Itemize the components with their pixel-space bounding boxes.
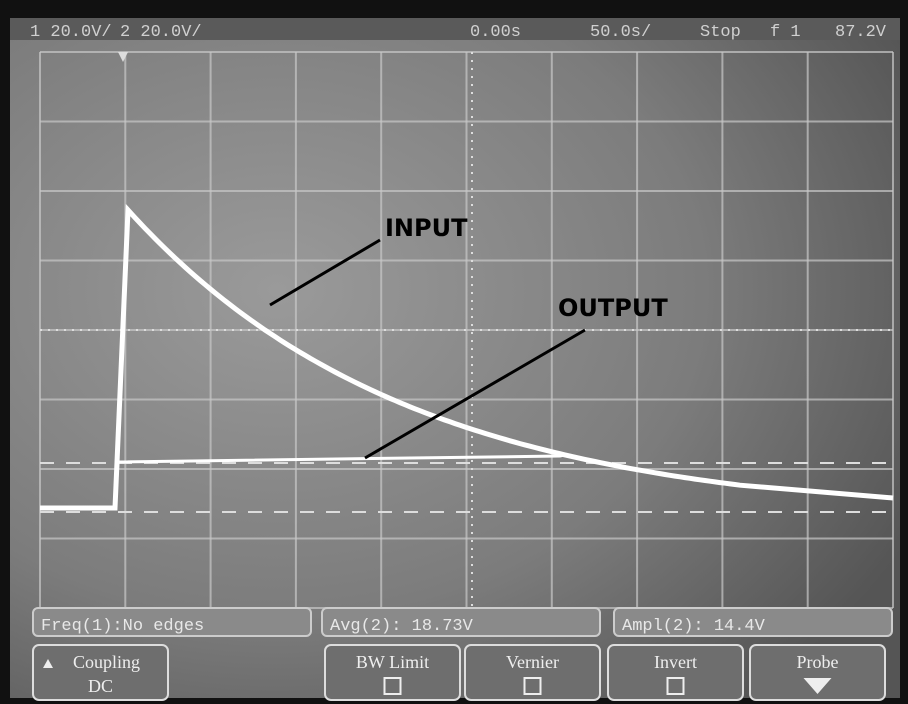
trigger-marker [118, 52, 128, 62]
measurement-box [321, 607, 601, 637]
trigger: f 1 [770, 23, 801, 42]
softkey-label: Vernier [506, 652, 559, 672]
timebase: 50.0s/ [590, 23, 651, 42]
status-bar [10, 18, 900, 40]
measurement-box [613, 607, 893, 637]
softkey-label: BW Limit [356, 652, 429, 672]
softkey[interactable] [464, 644, 601, 701]
measurement: Ampl(2): 14.4V [622, 617, 766, 636]
trigger-level: 87.2V [835, 23, 887, 42]
softkey[interactable] [324, 644, 461, 701]
checkbox [383, 677, 402, 695]
checkbox [666, 677, 685, 695]
input-label: INPUT [385, 214, 468, 242]
output-label: OUTPUT [558, 294, 668, 322]
softkey-value: DC [88, 676, 113, 696]
softkey[interactable] [32, 644, 169, 701]
measurement: Avg(2): 18.73V [330, 617, 474, 636]
run-state: Stop [700, 23, 741, 42]
display [10, 18, 900, 698]
delay: 0.00s [470, 23, 521, 42]
output-pointer [364, 328, 586, 460]
measurement: Freq(1):No edges [41, 617, 204, 636]
softkey[interactable] [749, 644, 886, 701]
ch1-scale: 1 20.0V/ [30, 23, 112, 42]
softkey-label: Coupling [73, 652, 140, 672]
softkey-label: Probe [797, 652, 839, 672]
input-pointer [269, 238, 381, 307]
arrow-up [43, 659, 53, 668]
ch2-scale: 2 20.0V/ [120, 23, 202, 42]
softkey[interactable] [607, 644, 744, 701]
output-trace [40, 453, 741, 510]
down-arrow [803, 678, 832, 694]
softkeys: Coupling DC BW Limit Vernier Invert Probe [32, 644, 886, 701]
measurement-box [32, 607, 312, 637]
measurements: Freq(1):No edges Avg(2): 18.73V Ampl(2): 1… [32, 607, 893, 637]
checkbox [523, 677, 542, 695]
traces [40, 203, 894, 511]
softkey-label: Invert [654, 652, 697, 672]
